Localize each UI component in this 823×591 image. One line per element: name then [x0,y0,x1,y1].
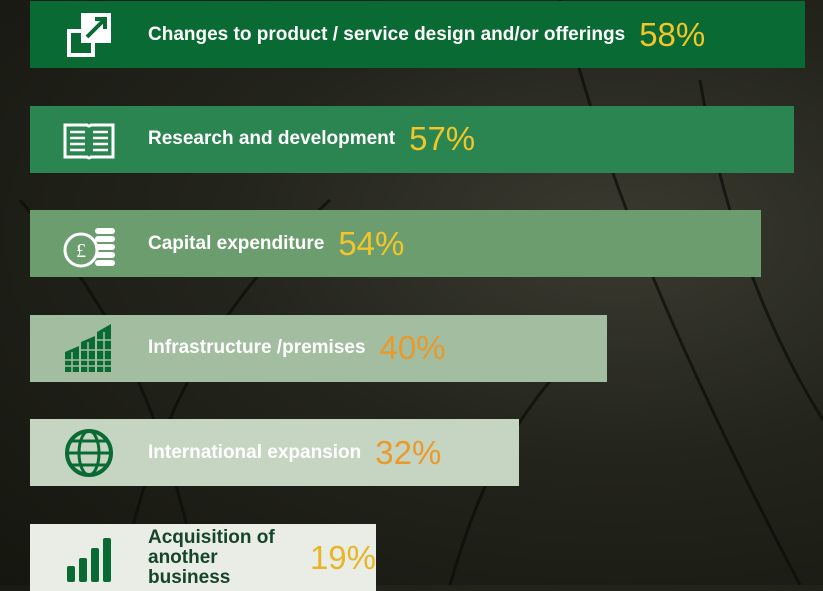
bar: International expansion 32% [30,419,519,487]
icon [63,123,115,160]
icon [65,428,113,477]
icon: £ [0,218,148,270]
bar-label: Capital expenditure [148,232,325,254]
icon [0,532,148,584]
icon [0,322,148,374]
bar: Infrastructure /premises 40% [30,314,607,382]
value-label: 54% [338,224,405,262]
bar: Acquisition of another business 19% [30,524,376,591]
bar-label: Acquisition of another business [148,526,275,588]
icon [0,427,148,479]
value-label: 57% [409,120,476,158]
icon: £ [63,227,115,268]
bar-label: International expansion [148,441,362,463]
bar: £ Capital expenditure 54% [30,210,761,278]
bar-label: Research and development [148,128,396,150]
bar-label: Infrastructure /premises [148,337,366,359]
icon [65,324,111,373]
value-label: 32% [375,433,442,471]
bar: Research and development 57% [30,105,794,173]
value-label: 58% [639,15,706,53]
icon [0,9,148,61]
value-label: 19% [309,538,376,576]
bar-label: Changes to product / service design and/… [148,23,626,45]
icon [67,537,111,582]
icon [0,113,148,165]
bar: Changes to product / service design and/… [30,1,805,68]
value-label: 40% [379,329,446,367]
icon [67,12,111,57]
svg-text:£: £ [76,240,86,262]
